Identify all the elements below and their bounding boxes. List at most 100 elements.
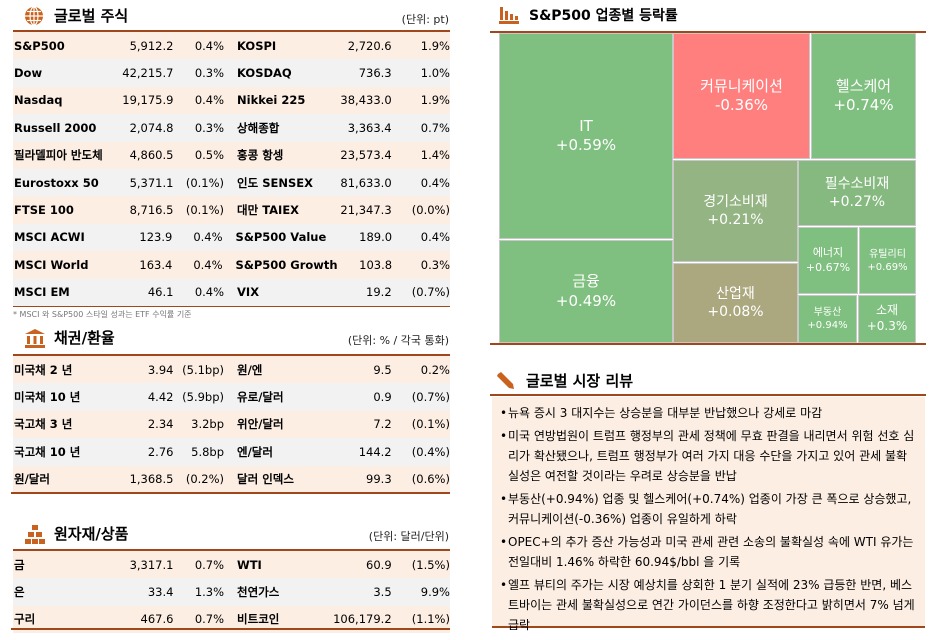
cell-value-2: 19.2 <box>366 285 392 300</box>
sector-change: +0.3% <box>866 319 908 333</box>
divider <box>13 306 450 307</box>
pen-icon <box>496 371 518 391</box>
sector-name: IT <box>579 116 593 135</box>
sector-change: +0.69% <box>867 261 908 273</box>
cell-change-2: (0.7%) <box>411 390 450 405</box>
treemap-cell: 금융 +0.49% <box>499 240 673 343</box>
cell-change-2: (0.4%) <box>411 444 450 459</box>
treemap-cell: 부동산 +0.94% <box>798 295 857 343</box>
cell-value-2: 3.5 <box>373 585 392 600</box>
cell-change-2: 1.9% <box>420 93 450 108</box>
cell-value-2: 60.9 <box>366 557 392 572</box>
cell-value: 19,175.9 <box>122 93 174 108</box>
bonds-fx-table: 미국채 2 년 3.94 (5.1bp) 원/엔 9.5 0.2% 미국채 10 년 4.42… <box>13 356 450 493</box>
cell-name-2: Nikkei 225 <box>237 93 306 108</box>
cell-value-2: 99.3 <box>366 472 392 487</box>
sector-name: 부동산 <box>813 307 842 318</box>
cell-change-2: 9.9% <box>420 585 450 600</box>
commodities-title: 원자재/상품 <box>24 523 128 544</box>
cell-change-2: 0.4% <box>420 175 450 190</box>
cell-value: 3.94 <box>147 362 174 377</box>
table-row: S&P500 5,912.2 0.4% KOSPI 2,720.6 1.9% <box>13 32 450 60</box>
bullet-text: 미국 연방법원이 트럼프 행정부의 관세 정책에 무효 판결을 내리면서 위험 … <box>508 429 915 483</box>
sector-change: +0.94% <box>807 320 848 331</box>
cell-name: 은 <box>14 585 25 600</box>
section-title: 채권/환율 <box>54 329 115 347</box>
cell-value-2: 0.9 <box>373 390 392 405</box>
review-bullet: • 미국 연방법원이 트럼프 행정부의 관세 정책에 무효 판결을 내리면서 위험… <box>500 426 917 486</box>
cell-value: 3,317.1 <box>129 557 174 572</box>
cell-name-2: 인도 SENSEX <box>237 175 313 190</box>
sector-change: +0.67% <box>805 260 851 274</box>
cell-change-2: 1.9% <box>420 38 450 53</box>
table-row: Dow 42,215.7 0.3% KOSDAQ 736.3 1.0% <box>13 59 450 87</box>
bank-icon <box>24 328 46 348</box>
bullet-text: 부동산(+0.94%) 업종 및 헬스케어(+0.74%) 업종이 가장 큰 폭… <box>508 492 912 526</box>
cell-name: 구리 <box>14 612 36 627</box>
treemap-cell: 경기소비재 +0.21% <box>673 160 798 262</box>
treemap-cell: IT +0.59% <box>499 33 673 239</box>
cell-change: 0.4% <box>194 93 225 108</box>
cell-change: 0.7% <box>194 612 225 627</box>
table-row: 미국채 10 년 4.42 (5.9bp) 유로/달러 0.9 (0.7%) <box>13 383 450 411</box>
table-row: MSCI EM 46.1 0.4% VIX 19.2 (0.7%) <box>13 278 450 306</box>
sector-change: +0.74% <box>833 96 894 114</box>
cell-name: 금 <box>14 557 25 572</box>
cell-name-2: 비트코인 <box>237 612 280 627</box>
sector-change: +0.27% <box>828 194 886 210</box>
cell-change: 0.4% <box>193 230 223 245</box>
sector-name: 소재 <box>875 303 899 318</box>
cell-value-2: 38,433.0 <box>340 93 392 108</box>
global-equity-table: S&P500 5,912.2 0.4% KOSPI 2,720.6 1.9% Dow 42,2… <box>13 32 450 306</box>
treemap-cell: 헬스케어 +0.74% <box>811 33 916 159</box>
gold-bars-icon <box>24 524 46 544</box>
cell-change: 0.4% <box>194 38 225 53</box>
cell-name: 미국채 2 년 <box>14 362 73 377</box>
treemap-cell: 유틸리티 +0.69% <box>859 227 916 294</box>
divider <box>490 394 926 396</box>
cell-change: (0.1%) <box>185 175 225 190</box>
cell-value: 33.4 <box>147 585 174 600</box>
cell-value: 42,215.7 <box>122 66 174 81</box>
table-row: 금 3,317.1 0.7% WTI 60.9 (1.5%) <box>13 551 450 579</box>
cell-name: FTSE 100 <box>14 203 74 218</box>
cell-value-2: 7.2 <box>373 417 392 432</box>
sector-name: 금융 <box>572 272 600 290</box>
cell-value: 46.1 <box>147 285 174 300</box>
sector-change: +0.21% <box>707 212 764 228</box>
table-row: 은 33.4 1.3% 천연가스 3.5 9.9% <box>13 578 450 606</box>
cell-value: 123.9 <box>139 230 173 245</box>
cell-value: 1,368.5 <box>129 472 174 487</box>
section-title: 글로벌 주식 <box>54 7 129 25</box>
cell-value-2: 189.0 <box>359 230 393 245</box>
section-title: 글로벌 시장 리뷰 <box>526 372 634 390</box>
sector-name: 산업재 <box>716 285 755 302</box>
sector-name: 경기소비재 <box>703 193 768 210</box>
commodities-table: 금 3,317.1 0.7% WTI 60.9 (1.5%) 은 33.4 1.3% 천연가스 3.… <box>13 551 450 634</box>
cell-change: 1.3% <box>194 585 225 600</box>
table-row: 원/달러 1,368.5 (0.2%) 달러 인덱스 99.3 (0.6%) <box>13 465 450 493</box>
bonds-fx-title: 채권/환율 <box>24 327 115 348</box>
review-box: • 뉴욕 증시 3 대지수는 상승분을 대부분 반납했으나 강세로 마감 • 미국 연… <box>492 397 925 632</box>
bullet-icon: • <box>500 578 508 592</box>
table-row: 필라델피아 반도체 4,860.5 0.5% 홍콩 항셍 23,573.4 1.4% <box>13 141 450 169</box>
cell-value-2: 103.8 <box>359 257 393 272</box>
cell-name-2: 유로/달러 <box>237 390 284 405</box>
unit-label: (단위: % / 각국 통화) <box>347 334 449 347</box>
cell-change: 3.2bp <box>191 417 225 432</box>
bullet-icon: • <box>500 535 508 549</box>
bullet-icon: • <box>500 406 508 420</box>
cell-change-2: 1.4% <box>420 148 450 163</box>
cell-change-2: 0.2% <box>420 362 450 377</box>
cell-name: S&P500 <box>14 38 65 53</box>
table-row: FTSE 100 8,716.5 (0.1%) 대만 TAIEX 21,347.3 (0.… <box>13 196 450 224</box>
cell-value: 4,860.5 <box>129 148 174 163</box>
cell-change: 0.7% <box>194 557 225 572</box>
cell-name-2: 천연가스 <box>237 585 280 600</box>
cell-value: 5,371.1 <box>129 175 174 190</box>
sector-change: -0.36% <box>714 96 769 114</box>
cell-value: 4.42 <box>147 390 174 405</box>
cell-name: Nasdaq <box>14 93 63 108</box>
cell-name-2: WTI <box>237 557 262 572</box>
cell-value: 5,912.2 <box>129 38 174 53</box>
